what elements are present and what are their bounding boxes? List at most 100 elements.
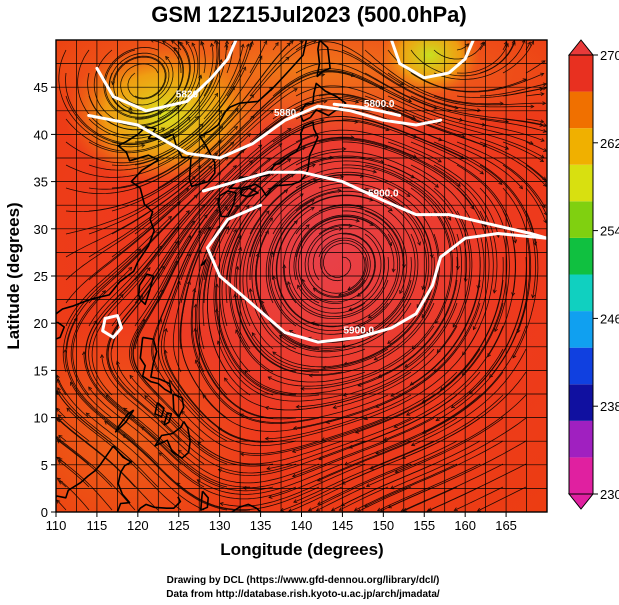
streamline xyxy=(111,108,239,189)
streamline xyxy=(218,440,366,476)
streamline-arrow xyxy=(450,404,456,409)
streamline-arrow xyxy=(179,41,184,46)
streamline xyxy=(411,210,452,350)
streamline-arrow xyxy=(353,507,359,511)
colorbar-segment xyxy=(569,311,593,348)
streamline xyxy=(249,119,390,166)
streamline xyxy=(433,164,498,293)
streamline-arrow xyxy=(234,204,239,209)
colorbar-ticks: 230 238 246 254 262 270 xyxy=(593,48,619,502)
streamline xyxy=(235,329,366,383)
streamline xyxy=(341,49,481,111)
streamline xyxy=(58,480,67,488)
x-tick-label: 135 xyxy=(250,518,272,533)
streamline-arrow xyxy=(540,154,545,159)
coastline xyxy=(154,401,165,418)
streamline-arrow xyxy=(367,314,372,319)
credit-data: Data from http://database.rish.kyoto-u.a… xyxy=(166,589,440,600)
streamline xyxy=(502,187,532,333)
streamline-arrow xyxy=(342,392,347,397)
streamline xyxy=(242,210,274,350)
streamline xyxy=(318,204,408,294)
streamline-arrow xyxy=(282,264,287,269)
streamline-arrow xyxy=(199,123,204,128)
colorbar-tick-label: 262 xyxy=(600,136,619,151)
streamline-arrow xyxy=(197,229,202,235)
coastline xyxy=(139,336,173,394)
streamline xyxy=(179,41,191,97)
streamline-arrow xyxy=(318,456,323,461)
streamline xyxy=(180,128,292,235)
streamline xyxy=(172,226,211,373)
streamline xyxy=(403,486,458,512)
streamline-arrow xyxy=(193,327,198,332)
streamline xyxy=(203,172,275,304)
streamline-arrow xyxy=(181,410,186,415)
streamline-arrow xyxy=(452,323,457,328)
streamline xyxy=(421,279,504,404)
streamline xyxy=(157,144,262,258)
streamline xyxy=(272,93,416,120)
y-tick-label: 0 xyxy=(41,505,48,520)
streamline-arrow xyxy=(214,197,219,202)
streamline xyxy=(356,210,404,328)
x-axis-ticks: 110 115 120 125 130 135 140 145 150 155 160 165 xyxy=(46,512,517,533)
streamline-arrow xyxy=(267,376,272,381)
streamline-arrow xyxy=(237,235,242,240)
streamline xyxy=(226,136,354,212)
streamline-arrow xyxy=(217,468,222,473)
streamline xyxy=(157,87,273,189)
streamline-arrow xyxy=(465,43,470,48)
colorbar-top-arrow xyxy=(567,39,595,56)
streamline-arrow xyxy=(251,332,256,337)
streamline xyxy=(58,435,67,442)
streamline xyxy=(479,40,515,74)
streamline xyxy=(201,41,206,74)
streamline xyxy=(56,408,67,419)
streamline-arrow xyxy=(513,239,518,244)
streamline-arrow xyxy=(161,40,167,45)
streamline xyxy=(265,190,342,304)
streamline-arrow xyxy=(348,444,353,449)
streamline xyxy=(157,253,191,396)
streamline xyxy=(454,486,504,511)
streamline xyxy=(313,237,371,298)
streamline-arrow xyxy=(541,60,546,65)
streamline xyxy=(364,72,509,123)
streamline-arrow xyxy=(265,230,269,235)
streamline xyxy=(203,74,325,166)
coastline xyxy=(231,503,262,512)
streamline xyxy=(132,260,178,396)
streamline xyxy=(180,43,214,120)
chart-title: GSM 12Z15Jul2023 (500.0hPa) xyxy=(151,2,467,27)
streamline xyxy=(349,371,481,449)
streamline xyxy=(355,348,481,434)
streamline-arrow xyxy=(163,349,168,354)
streamline-arrow xyxy=(116,360,120,365)
streamline xyxy=(375,371,504,454)
streamline xyxy=(502,118,543,126)
coastline xyxy=(172,393,185,418)
streamline xyxy=(65,216,172,327)
streamline-arrow xyxy=(206,226,211,231)
streamline xyxy=(318,116,465,159)
streamline-arrow xyxy=(191,42,196,47)
streamline-arrow xyxy=(321,437,326,442)
streamline-arrow xyxy=(56,390,61,395)
streamline xyxy=(316,486,366,512)
streamline xyxy=(333,325,458,409)
streamline-arrow xyxy=(365,483,371,487)
streamline xyxy=(283,265,389,320)
streamline xyxy=(292,417,435,477)
streamline xyxy=(268,199,315,327)
streamline-arrow xyxy=(519,185,524,190)
streamline xyxy=(525,141,547,152)
streamline xyxy=(318,49,458,109)
streamline-arrow xyxy=(280,507,285,512)
plot-area: 5880 5800.0 5900.0 5900.0 5820 xyxy=(56,40,547,512)
streamline-arrow xyxy=(246,133,252,138)
streamline-arrow xyxy=(160,288,164,294)
streamline-arrow xyxy=(322,365,327,370)
streamline-arrow xyxy=(539,87,544,92)
streamline xyxy=(65,188,189,281)
